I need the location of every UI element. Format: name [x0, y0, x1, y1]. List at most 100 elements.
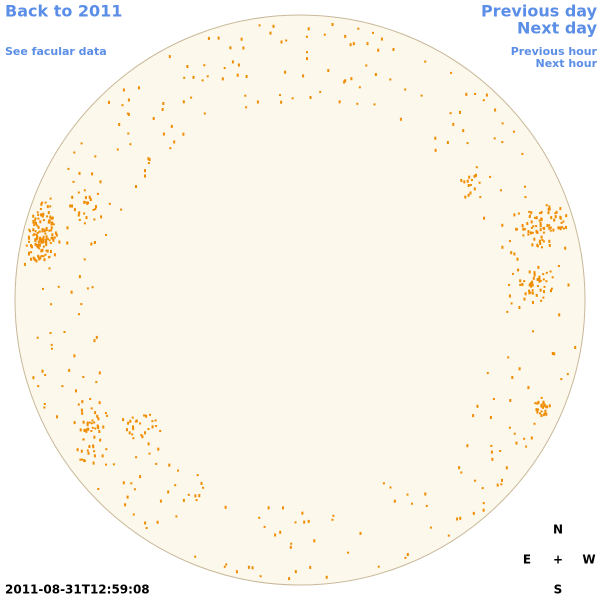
facula — [513, 252, 516, 256]
facula — [89, 398, 92, 400]
facula — [542, 240, 545, 243]
facula — [490, 444, 493, 447]
facula — [236, 73, 239, 77]
facula — [155, 462, 158, 465]
next-day-link[interactable]: Next day — [517, 19, 598, 38]
facula — [289, 545, 292, 549]
facula — [90, 422, 93, 425]
facula — [434, 148, 437, 152]
facula — [93, 450, 96, 453]
facula — [41, 229, 44, 233]
facula — [161, 108, 164, 111]
facula — [39, 256, 42, 260]
facula — [537, 265, 540, 269]
facula — [528, 214, 531, 217]
facula — [542, 402, 545, 405]
facula — [288, 577, 291, 581]
facula — [182, 100, 185, 104]
facula — [79, 428, 82, 432]
facula — [86, 287, 89, 290]
facula — [90, 242, 93, 246]
facula — [389, 486, 392, 489]
next-hour-link[interactable]: Next hour — [536, 57, 598, 70]
facula — [538, 279, 541, 282]
facula — [192, 75, 195, 79]
facula — [108, 100, 110, 104]
facula — [533, 271, 536, 275]
facula — [35, 238, 38, 241]
facula — [82, 376, 85, 378]
facula — [539, 221, 542, 225]
facula — [102, 425, 105, 429]
facula — [98, 401, 101, 405]
facula — [550, 216, 553, 220]
facula — [307, 27, 310, 31]
facula — [566, 373, 569, 376]
facula — [73, 208, 76, 212]
facula — [540, 211, 543, 214]
facula — [557, 226, 560, 230]
facula — [452, 122, 455, 126]
facula — [550, 287, 553, 290]
facula — [499, 450, 502, 452]
facula — [506, 310, 509, 313]
facula — [559, 207, 562, 211]
facula — [247, 565, 250, 569]
facula — [78, 313, 80, 316]
facula — [120, 208, 123, 211]
facula — [89, 198, 92, 201]
facula — [508, 294, 511, 298]
facula — [533, 422, 536, 425]
facula — [522, 234, 525, 237]
facula — [206, 75, 209, 78]
facula — [42, 219, 45, 222]
facula — [34, 217, 37, 220]
facula — [96, 424, 99, 428]
facula — [545, 271, 548, 274]
facula — [79, 458, 82, 461]
facula — [547, 211, 550, 215]
facula — [36, 232, 39, 234]
facula — [242, 46, 245, 50]
facula — [78, 275, 81, 279]
facula — [528, 289, 530, 292]
facula — [294, 570, 297, 574]
facula — [30, 257, 32, 261]
facula — [245, 106, 248, 109]
facula — [434, 136, 437, 140]
facula — [77, 213, 80, 217]
facula — [279, 530, 282, 534]
facula — [28, 240, 30, 243]
facula — [42, 235, 45, 239]
facula — [404, 88, 407, 91]
facula — [472, 414, 475, 418]
facula — [144, 431, 146, 435]
facula — [533, 237, 536, 241]
facula — [94, 427, 97, 430]
facula — [541, 405, 544, 409]
facula — [126, 112, 129, 115]
facula — [522, 227, 525, 231]
facula — [529, 231, 532, 235]
facula — [38, 230, 41, 233]
facula — [98, 371, 101, 375]
previous-hour-link[interactable]: Previous hour — [511, 45, 598, 58]
facula — [44, 232, 47, 235]
facula — [406, 493, 409, 496]
facula — [37, 213, 40, 216]
facula — [501, 122, 504, 125]
facula — [162, 102, 165, 105]
facula — [562, 227, 565, 230]
facular-link[interactable]: See facular data — [5, 45, 107, 58]
back-link[interactable]: Back to 2011 — [5, 2, 122, 21]
facula — [331, 518, 334, 521]
facula — [32, 256, 35, 260]
facula — [217, 36, 220, 40]
facula — [374, 73, 377, 76]
previous-day-link[interactable]: Previous day — [481, 2, 598, 21]
facula — [41, 237, 44, 241]
facula — [33, 219, 36, 222]
facula — [359, 531, 362, 535]
facula — [45, 227, 48, 229]
facula — [194, 494, 197, 498]
